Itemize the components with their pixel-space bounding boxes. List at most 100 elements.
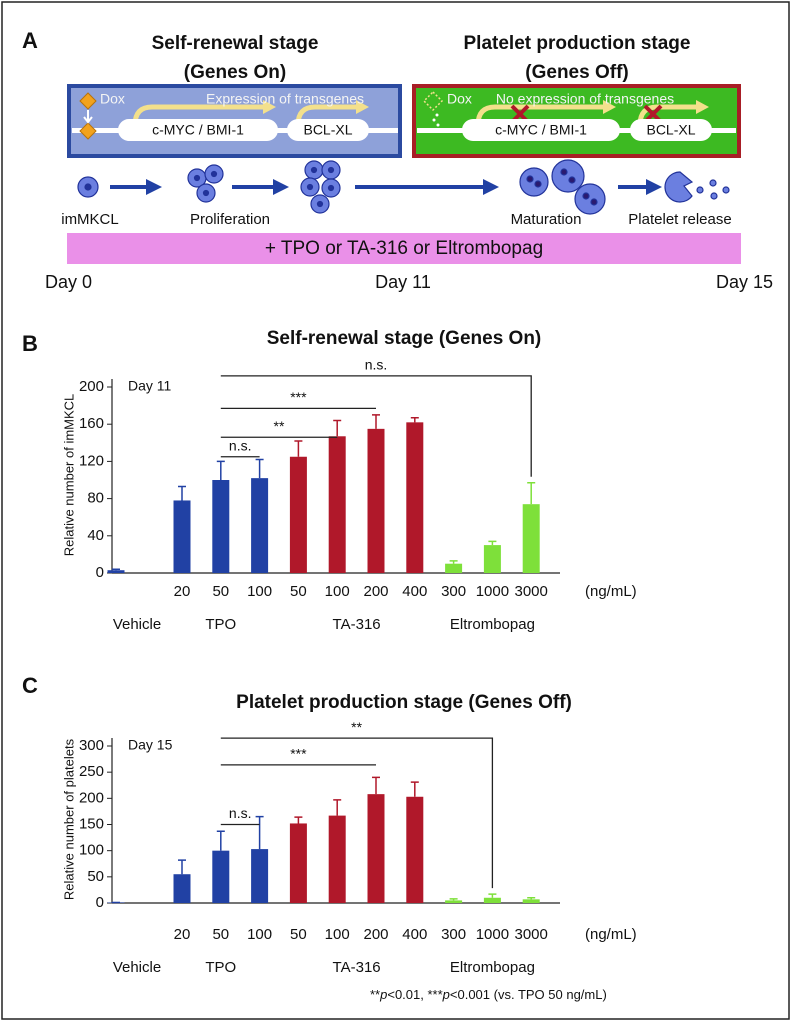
genes-on-box	[67, 84, 402, 158]
y-tick-label: 150	[79, 815, 104, 832]
x-tick-label: 3000	[515, 926, 548, 943]
error-bar	[527, 482, 536, 505]
stage-label: Proliferation	[190, 211, 270, 228]
significance-label: **	[351, 719, 362, 735]
error-bar	[488, 893, 497, 898]
cell-diagram	[77, 159, 730, 215]
stage-title: Self-renewal stage	[152, 33, 319, 54]
bar	[406, 422, 424, 573]
x-tick-label: 200	[363, 926, 388, 943]
error-bar	[449, 560, 458, 564]
panel-label: A	[22, 28, 38, 53]
y-tick-label: 120	[79, 452, 104, 469]
y-tick-label: 160	[79, 415, 104, 432]
bar	[212, 480, 230, 573]
bar	[289, 456, 307, 573]
stage-label: Platelet release	[628, 211, 731, 228]
y-tick-label: 250	[79, 763, 104, 780]
unit-label: (ng/mL)	[585, 583, 637, 600]
chart-title: Self-renewal stage (Genes On)	[267, 328, 542, 349]
error-bar	[255, 815, 264, 850]
bar	[173, 874, 191, 903]
y-tick-label: 50	[87, 868, 104, 885]
x-tick-label: 100	[325, 926, 350, 943]
x-tick-label: 400	[402, 926, 427, 943]
footnote: **p<0.01, ***p<0.001 (vs. TPO 50 ng/mL)	[370, 987, 607, 1002]
day-label: Day 15	[716, 272, 773, 292]
x-tick-label: 20	[174, 583, 191, 600]
significance-label: n.s.	[229, 805, 252, 821]
error-bar	[410, 781, 419, 797]
stage-label: Maturation	[511, 211, 582, 228]
bar	[251, 478, 269, 573]
group-label: TPO	[205, 616, 236, 633]
dox-label: Dox	[100, 91, 125, 107]
bar	[406, 796, 424, 903]
footnote-part: p	[379, 987, 387, 1002]
bar	[367, 794, 385, 903]
x-tick-label: 300	[441, 583, 466, 600]
gene-label: BCL-XL	[646, 122, 695, 138]
bar	[251, 849, 269, 903]
y-axis-label: Relative number of imMKCL	[61, 394, 76, 557]
bar	[328, 436, 346, 573]
bar	[367, 428, 385, 573]
error-bar	[216, 830, 225, 851]
footnote-part: <0.001 (vs. TPO 50 ng/mL)	[450, 987, 607, 1002]
error-bar	[178, 859, 186, 875]
genes-off-box	[412, 84, 741, 158]
stage-title: Platelet production stage	[464, 33, 691, 54]
x-tick-label: 100	[325, 583, 350, 600]
bar	[522, 504, 540, 573]
error-bar	[333, 799, 342, 816]
bar	[483, 897, 501, 903]
bar	[445, 900, 463, 903]
error-bar	[333, 419, 342, 437]
error-bar	[255, 458, 264, 479]
footnote-part: <0.01, ***	[387, 987, 442, 1002]
error-bar	[178, 485, 186, 501]
stage-label: imMKCL	[61, 211, 119, 228]
x-tick-label: 50	[212, 926, 229, 943]
bar	[483, 545, 501, 573]
error-bar	[488, 540, 497, 546]
x-tick-label: 1000	[476, 583, 509, 600]
x-tick-label: 100	[247, 583, 272, 600]
error-bar	[372, 414, 380, 429]
expression-label: Expression of transgenes	[206, 91, 364, 107]
x-tick-label: 1000	[476, 926, 509, 943]
y-tick-label: 200	[79, 378, 104, 395]
x-tick-label: 50	[212, 583, 229, 600]
y-tick-label: 80	[87, 490, 104, 507]
process-arrows	[110, 179, 662, 195]
panel-label: B	[22, 331, 38, 356]
significance-label: n.s.	[229, 437, 252, 453]
bar	[173, 500, 191, 573]
bar	[107, 570, 125, 573]
x-tick-label: 50	[290, 583, 307, 600]
stage-subtitle: (Genes Off)	[525, 62, 628, 83]
error-bar	[216, 460, 225, 480]
group-label: Eltrombopag	[450, 616, 535, 633]
dox-label: Dox	[447, 91, 472, 107]
group-label: TPO	[205, 959, 236, 976]
significance-bracket	[220, 375, 532, 477]
y-tick-label: 0	[96, 564, 104, 581]
footnote-part: **	[370, 987, 380, 1002]
error-bar	[410, 416, 419, 423]
expression-label: No expression of transgenes	[496, 91, 674, 107]
significance-label: ***	[290, 389, 307, 405]
treatment-bar	[67, 233, 741, 264]
group-label: TA-316	[333, 959, 381, 976]
error-bar	[449, 898, 458, 901]
bar	[445, 563, 463, 573]
day-label: Day 0	[45, 272, 92, 292]
group-label: Vehicle	[113, 959, 161, 976]
significance-label: **	[274, 418, 285, 434]
y-tick-label: 300	[79, 737, 104, 754]
error-bar	[372, 776, 380, 795]
y-axis-label: Relative number of platelets	[61, 738, 76, 900]
bar	[328, 815, 346, 903]
error-bar	[112, 568, 120, 571]
panel-label: C	[22, 673, 38, 698]
